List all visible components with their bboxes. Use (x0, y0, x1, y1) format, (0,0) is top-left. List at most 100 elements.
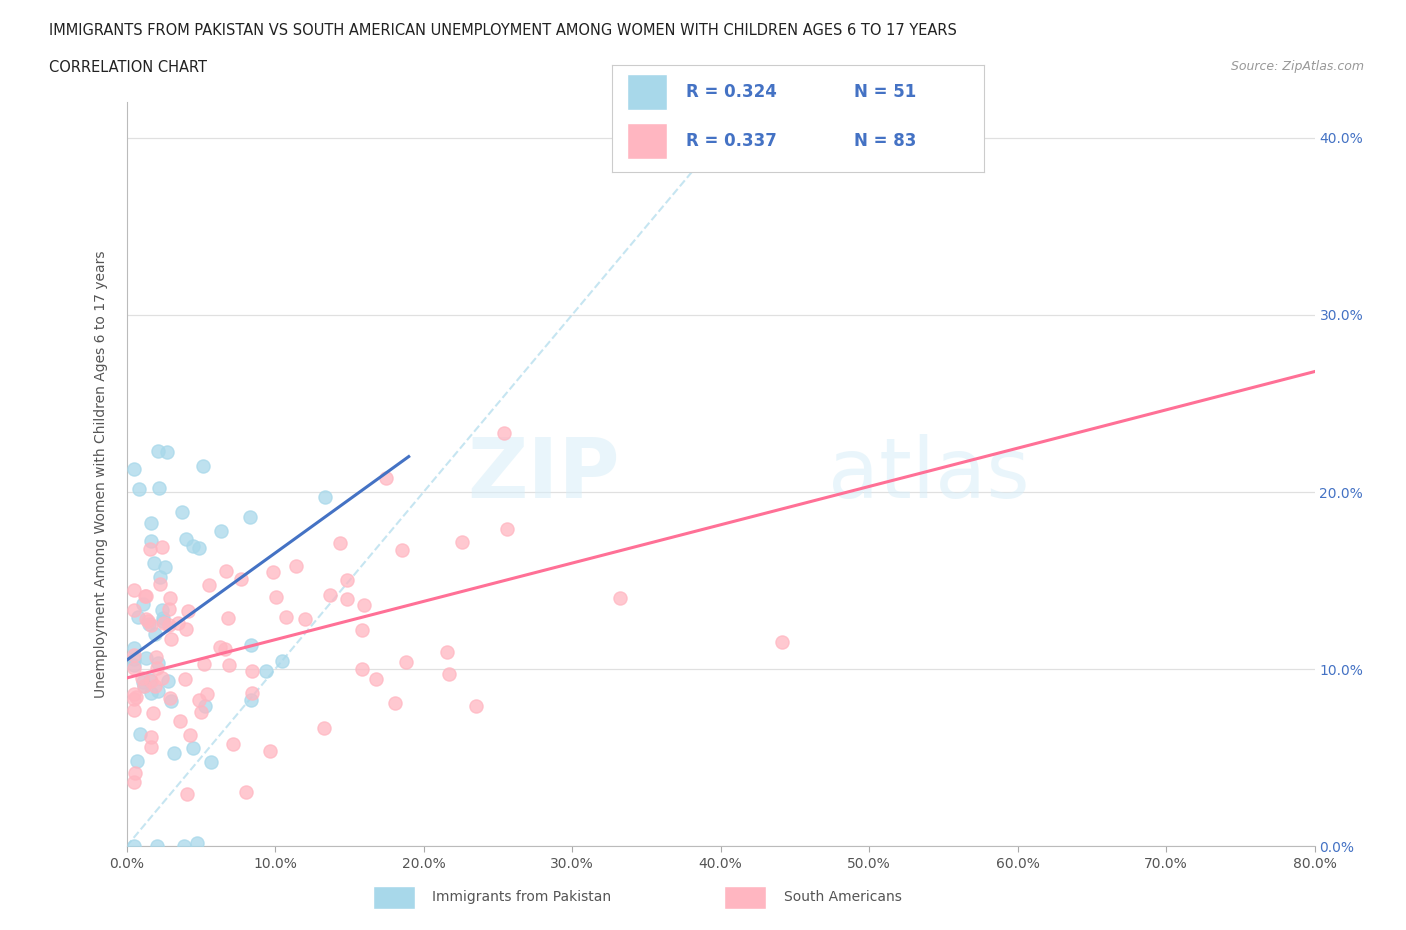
Point (193, 657, 215, 671)
Point (150, 540, 173, 555)
Point (314, 490, 336, 505)
Text: N = 83: N = 83 (853, 132, 917, 150)
Point (495, 522, 517, 537)
Point (187, 540, 209, 555)
Point (183, 538, 205, 553)
Point (152, 616, 174, 631)
Point (134, 679, 156, 694)
Point (122, 652, 145, 667)
Point (609, 591, 631, 605)
Text: IMMIGRANTS FROM PAKISTAN VS SOUTH AMERICAN UNEMPLOYMENT AMONG WOMEN WITH CHILDRE: IMMIGRANTS FROM PAKISTAN VS SOUTH AMERIC… (49, 23, 957, 38)
Point (156, 445, 179, 459)
Point (122, 658, 145, 672)
Point (141, 673, 163, 688)
Point (148, 444, 170, 458)
Point (125, 689, 148, 704)
Point (149, 577, 172, 591)
Point (143, 626, 166, 641)
Point (146, 661, 169, 676)
Point (141, 515, 163, 530)
Point (166, 616, 188, 631)
Point (145, 649, 167, 664)
Point (217, 610, 239, 625)
Point (436, 644, 458, 659)
Point (146, 656, 169, 671)
FancyBboxPatch shape (627, 123, 668, 159)
Point (146, 684, 169, 698)
Point (127, 610, 149, 625)
Point (187, 692, 209, 707)
Point (179, 727, 201, 742)
Point (152, 613, 174, 628)
Point (191, 458, 214, 473)
Text: Source: ZipAtlas.com: Source: ZipAtlas.com (1230, 60, 1364, 73)
FancyBboxPatch shape (373, 885, 415, 910)
Point (122, 602, 145, 617)
Point (336, 591, 359, 606)
Point (122, 702, 145, 717)
Point (132, 596, 155, 611)
Point (259, 743, 281, 758)
Point (136, 613, 159, 628)
Point (159, 691, 181, 706)
FancyBboxPatch shape (627, 73, 668, 110)
Text: Immigrants from Pakistan: Immigrants from Pakistan (433, 890, 612, 905)
Point (122, 641, 145, 656)
Point (186, 836, 208, 851)
Y-axis label: Unemployment Among Women with Children Ages 6 to 17 years: Unemployment Among Women with Children A… (94, 250, 108, 698)
Point (353, 598, 375, 613)
Point (141, 740, 163, 755)
Point (122, 839, 145, 854)
Point (494, 425, 516, 440)
Point (271, 654, 294, 669)
Text: N = 51: N = 51 (853, 83, 917, 100)
Point (135, 612, 157, 627)
Point (451, 534, 474, 549)
Point (285, 558, 308, 573)
FancyBboxPatch shape (724, 885, 766, 910)
Point (190, 704, 212, 719)
Point (134, 589, 156, 604)
Point (364, 671, 387, 686)
Point (145, 839, 167, 854)
Point (218, 658, 240, 672)
Point (329, 536, 352, 551)
Point (312, 721, 335, 736)
Point (122, 775, 145, 790)
Point (139, 685, 162, 700)
Point (294, 611, 316, 626)
Point (157, 618, 180, 633)
Point (177, 604, 200, 618)
Point (169, 713, 191, 728)
Point (176, 621, 198, 636)
Point (143, 679, 166, 694)
Point (141, 730, 163, 745)
Point (156, 673, 179, 688)
Point (135, 650, 157, 665)
Point (254, 663, 277, 678)
Point (240, 685, 263, 700)
Text: atlas: atlas (828, 433, 1029, 515)
Point (215, 564, 238, 578)
Text: R = 0.324: R = 0.324 (686, 83, 778, 100)
Point (274, 609, 297, 624)
Point (159, 693, 181, 708)
Point (229, 571, 252, 586)
Point (391, 542, 413, 557)
Point (262, 565, 284, 579)
Point (122, 461, 145, 476)
Text: South Americans: South Americans (785, 890, 901, 905)
Point (132, 678, 155, 693)
Text: CORRELATION CHART: CORRELATION CHART (49, 60, 207, 75)
Point (159, 631, 181, 646)
Point (214, 642, 236, 657)
Point (395, 655, 418, 670)
Point (152, 611, 174, 626)
Point (208, 639, 231, 654)
Point (131, 671, 153, 685)
Point (240, 638, 263, 653)
Point (122, 582, 145, 597)
Point (128, 481, 150, 496)
Point (172, 505, 194, 520)
Point (197, 578, 219, 592)
